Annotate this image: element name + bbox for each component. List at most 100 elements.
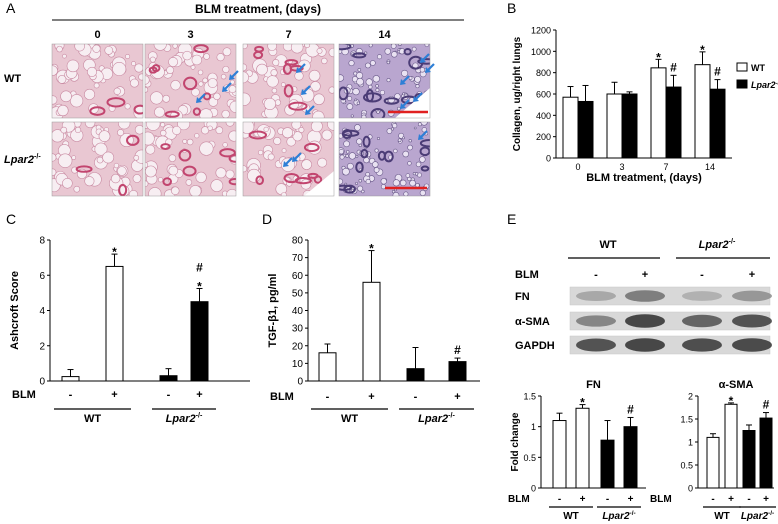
- blot-band: [682, 338, 722, 352]
- airway: [283, 84, 294, 98]
- alveolus: [52, 129, 65, 143]
- alveolus: [380, 178, 387, 185]
- significance-star: *: [112, 245, 117, 259]
- alveolus: [157, 177, 164, 183]
- alveolus: [310, 81, 321, 92]
- alveolus: [390, 44, 397, 49]
- airway: [288, 101, 308, 111]
- alveolus: [308, 69, 321, 82]
- bar-e-sma: [759, 417, 773, 489]
- bar-ko-b: [709, 88, 726, 159]
- day-header-14: 14: [378, 29, 391, 41]
- blot-group-lpar2: Lpar2-/-: [699, 238, 736, 251]
- image-frame: [51, 43, 144, 119]
- day-header-7: 7: [285, 29, 291, 41]
- alveolus: [356, 77, 364, 86]
- gene-superscript: -/-: [776, 80, 778, 86]
- bar-d: [362, 281, 381, 382]
- histology-image: [338, 43, 431, 119]
- day-header-3: 3: [187, 29, 193, 41]
- alveolus: [215, 167, 227, 179]
- alveolus: [354, 124, 361, 131]
- y-tick-label-e-fn: 1.5: [523, 392, 536, 402]
- significance-hash: #: [627, 402, 634, 416]
- alveolus: [414, 172, 419, 176]
- alveolus: [402, 92, 406, 96]
- gene-superscript: -/-: [196, 412, 203, 420]
- alveolus: [310, 122, 323, 133]
- alveolus: [413, 126, 417, 130]
- airway: [118, 183, 128, 196]
- airway: [106, 97, 126, 108]
- alveolus: [365, 178, 371, 185]
- gene-superscript: -/-: [630, 510, 636, 517]
- histology-image: [242, 43, 335, 119]
- airway: [160, 143, 171, 151]
- blm-row-label-e-sma: BLM: [650, 494, 672, 505]
- alveolus: [407, 161, 412, 166]
- alveolus: [424, 44, 430, 47]
- bar-d: [448, 361, 467, 382]
- blot-row-label: α-SMA: [515, 316, 550, 328]
- blot-band: [682, 314, 722, 328]
- blot-blm-sign: +: [749, 269, 755, 281]
- blm-sign-d: -: [326, 391, 330, 403]
- alveolus: [257, 149, 264, 156]
- airway: [383, 150, 394, 163]
- alveolus: [221, 109, 230, 118]
- bar-e-sma: [724, 403, 738, 489]
- alveolus: [396, 106, 401, 111]
- alveolus: [414, 76, 421, 83]
- arrowhead: [222, 86, 228, 92]
- alveolus: [390, 127, 395, 131]
- alveolus: [58, 153, 73, 168]
- y-tick-label-d: 0: [297, 377, 303, 388]
- legend-swatch-wt: [736, 62, 748, 72]
- blot-band: [576, 338, 616, 352]
- y-tick-label-e-sma: 1: [688, 438, 693, 448]
- alveolus: [409, 179, 416, 187]
- significance-hash: #: [763, 398, 770, 412]
- arrowhead: [418, 134, 424, 140]
- alveolus: [145, 122, 161, 131]
- histology-texture: [52, 44, 143, 118]
- bar-e-fn: [600, 439, 615, 489]
- background-corner: [304, 171, 334, 196]
- alveolus: [419, 67, 425, 73]
- gene-name: Lpar2: [741, 511, 769, 522]
- bar-e-fn: [575, 407, 590, 489]
- alveolus: [415, 84, 420, 89]
- bar-ko-b: [577, 100, 594, 159]
- arrowhead: [292, 156, 298, 162]
- arrowhead: [400, 103, 406, 109]
- airway: [219, 148, 236, 158]
- y-tick-label-b: 1200: [531, 26, 551, 36]
- blot-band: [732, 314, 772, 328]
- gene-name: Lpar2: [602, 511, 630, 522]
- group-label-wt-c: WT: [84, 413, 101, 425]
- alveolus: [300, 178, 312, 190]
- image-frame: [338, 43, 431, 119]
- alveolus: [222, 142, 228, 148]
- alveolus: [347, 95, 353, 102]
- alveolus: [98, 130, 111, 143]
- alveolus: [243, 122, 255, 134]
- alveolus: [199, 108, 213, 118]
- blm-sign-c: +: [196, 389, 202, 401]
- airway: [342, 129, 360, 137]
- blot-row-label: GAPDH: [515, 340, 555, 352]
- alveolus: [62, 53, 67, 59]
- alveolus: [112, 62, 127, 76]
- alveolus: [273, 136, 282, 146]
- alveolus: [328, 86, 334, 94]
- arrowhead: [400, 79, 406, 85]
- legend-label-wt: WT: [751, 63, 765, 73]
- alveolus: [376, 110, 380, 114]
- bar-e-sma: [742, 430, 756, 489]
- alveolus: [52, 95, 58, 105]
- arrowhead: [229, 74, 235, 80]
- alveolus: [403, 191, 409, 196]
- alveolus: [220, 73, 227, 80]
- blot-group-wt: WT: [599, 239, 616, 251]
- significance-star: *: [580, 396, 585, 410]
